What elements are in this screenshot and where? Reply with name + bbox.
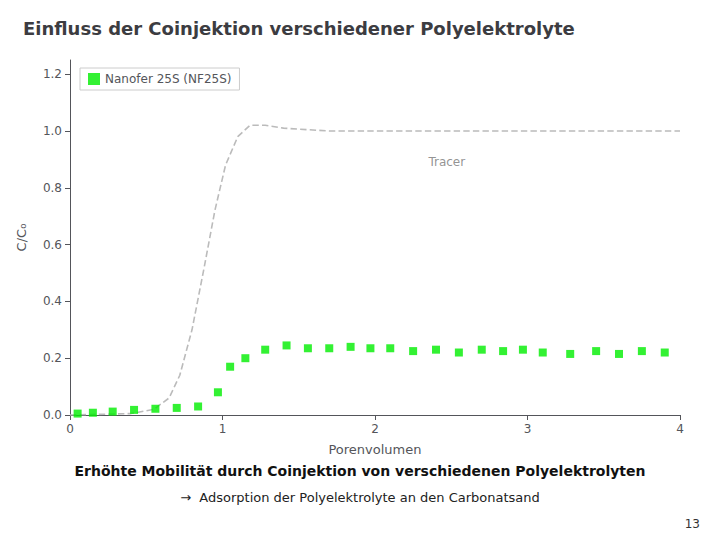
svg-text:→ Adsorption der Polyelektrol: → Adsorption der Polyelektrolyte an den …: [180, 490, 540, 505]
svg-text:Einfluss der Coinjektion versc: Einfluss der Coinjektion verschiedener P…: [23, 18, 575, 39]
svg-text:Porenvolumen: Porenvolumen: [328, 442, 421, 457]
svg-text:2: 2: [371, 422, 379, 436]
svg-text:Nanofer 25S (NF25S): Nanofer 25S (NF25S): [105, 72, 231, 86]
svg-text:Erhöhte Mobilität durch Coinje: Erhöhte Mobilität durch Coinjektion von …: [74, 463, 645, 479]
svg-text:0.2: 0.2: [43, 351, 62, 365]
svg-text:0.8: 0.8: [43, 181, 62, 195]
svg-text:Tracer: Tracer: [427, 155, 465, 169]
svg-text:0.4: 0.4: [43, 294, 62, 308]
svg-text:1.0: 1.0: [43, 124, 62, 138]
svg-text:0.0: 0.0: [43, 408, 62, 422]
svg-text:C/C₀: C/C₀: [14, 224, 29, 252]
svg-text:1.2: 1.2: [43, 67, 62, 81]
svg-text:13: 13: [685, 517, 700, 531]
svg-text:4: 4: [676, 422, 684, 436]
svg-text:1: 1: [219, 422, 227, 436]
svg-text:0: 0: [66, 422, 74, 436]
svg-text:0.6: 0.6: [43, 238, 62, 252]
svg-text:3: 3: [524, 422, 532, 436]
